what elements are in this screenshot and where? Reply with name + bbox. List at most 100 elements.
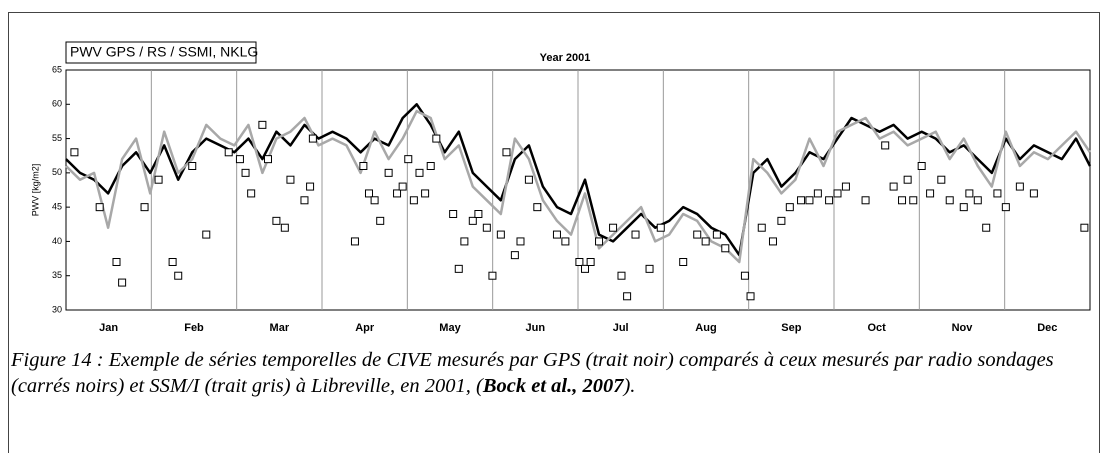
- square-marker: [861, 196, 870, 205]
- square-marker: [421, 189, 430, 198]
- square-marker: [140, 203, 149, 212]
- square-marker: [1080, 223, 1089, 232]
- square-marker: [154, 175, 163, 184]
- square-marker: [280, 223, 289, 232]
- x-tick-label: Sep: [781, 322, 801, 334]
- square-marker: [488, 271, 497, 280]
- y-tick-label: 60: [52, 99, 62, 109]
- square-marker: [693, 230, 702, 239]
- square-marker: [174, 271, 183, 280]
- square-marker: [1015, 182, 1024, 191]
- square-marker: [645, 264, 654, 273]
- square-marker: [982, 223, 991, 232]
- square-marker: [973, 196, 982, 205]
- caption-text: Figure 14 : Exemple de séries temporelle…: [11, 349, 1054, 397]
- square-marker: [575, 258, 584, 266]
- square-marker: [404, 155, 413, 164]
- square-marker: [300, 196, 309, 205]
- x-tick-label: Oct: [867, 322, 886, 334]
- square-marker: [825, 196, 834, 205]
- square-marker: [524, 175, 533, 184]
- square-marker: [510, 251, 519, 260]
- square-marker: [937, 175, 946, 184]
- x-tick-label: Jan: [99, 322, 118, 334]
- square-marker: [188, 162, 197, 170]
- y-tick-label: 50: [52, 167, 62, 177]
- square-marker: [740, 271, 749, 280]
- square-marker: [468, 216, 477, 225]
- square-marker: [917, 162, 926, 170]
- y-tick-label: 35: [52, 270, 62, 280]
- square-marker: [95, 203, 104, 212]
- square-marker: [777, 216, 786, 225]
- square-marker: [474, 210, 483, 218]
- square-marker: [656, 223, 665, 232]
- square-marker: [813, 189, 822, 198]
- square-marker: [449, 210, 458, 218]
- y-tick-label: 55: [52, 133, 62, 143]
- y-tick-label: 40: [52, 236, 62, 246]
- square-marker: [460, 237, 469, 246]
- square-marker: [426, 162, 435, 170]
- square-marker: [746, 292, 755, 301]
- square-marker: [959, 203, 968, 212]
- caption-citation: Bock et al., 2007: [482, 375, 624, 397]
- square-marker: [805, 196, 814, 205]
- square-marker: [247, 189, 256, 198]
- x-tick-label: May: [439, 322, 461, 334]
- square-marker: [586, 258, 595, 266]
- square-marker: [631, 230, 640, 239]
- square-marker: [1001, 203, 1010, 212]
- square-marker: [70, 148, 79, 157]
- square-marker: [168, 258, 177, 266]
- square-marker: [398, 182, 407, 191]
- x-tick-label: Aug: [695, 322, 716, 334]
- square-marker: [841, 182, 850, 191]
- title-box: [65, 41, 257, 64]
- square-marker: [609, 223, 618, 232]
- square-marker: [258, 120, 267, 129]
- square-marker: [768, 237, 777, 246]
- square-marker: [561, 237, 570, 246]
- square-marker: [701, 237, 710, 246]
- square-marker: [595, 237, 604, 246]
- caption: Figure 14 : Exemple de séries temporelle…: [11, 347, 1101, 399]
- x-tick-label: Jun: [526, 322, 546, 334]
- square-marker: [409, 196, 418, 205]
- square-marker: [552, 230, 561, 239]
- line-series: [65, 109, 1092, 264]
- square-marker: [359, 162, 368, 170]
- square-marker: [370, 196, 379, 205]
- square-marker: [623, 292, 632, 301]
- square-marker: [454, 264, 463, 273]
- y-tick-label: 65: [52, 64, 62, 74]
- x-tick-label: Feb: [184, 322, 204, 334]
- line-series: [65, 103, 1092, 257]
- square-marker: [617, 271, 626, 280]
- x-tick-label: Nov: [952, 322, 974, 334]
- square-marker: [721, 244, 730, 253]
- square-marker: [581, 264, 590, 273]
- chart: PWV GPS / RS / SSMI, NKLG Year 2001 PWV …: [30, 41, 1092, 334]
- square-marker: [376, 216, 385, 225]
- square-marker: [533, 203, 542, 212]
- x-tick-label: Dec: [1037, 322, 1057, 334]
- x-tick-label: Jul: [613, 322, 629, 334]
- square-marker: [306, 182, 315, 191]
- y-tick-label: 30: [52, 304, 62, 314]
- square-marker: [712, 230, 721, 239]
- square-marker: [415, 168, 424, 177]
- square-marker: [1029, 189, 1038, 198]
- square-marker: [432, 134, 441, 143]
- square-marker: [350, 237, 359, 246]
- square-marker: [393, 189, 402, 198]
- square-marker: [679, 258, 688, 266]
- square-marker: [202, 230, 211, 239]
- y-tick-label: 45: [52, 202, 62, 212]
- square-marker: [993, 189, 1002, 198]
- square-marker: [898, 196, 907, 205]
- square-marker: [757, 223, 766, 232]
- square-marker: [926, 189, 935, 198]
- square-marker: [516, 237, 525, 246]
